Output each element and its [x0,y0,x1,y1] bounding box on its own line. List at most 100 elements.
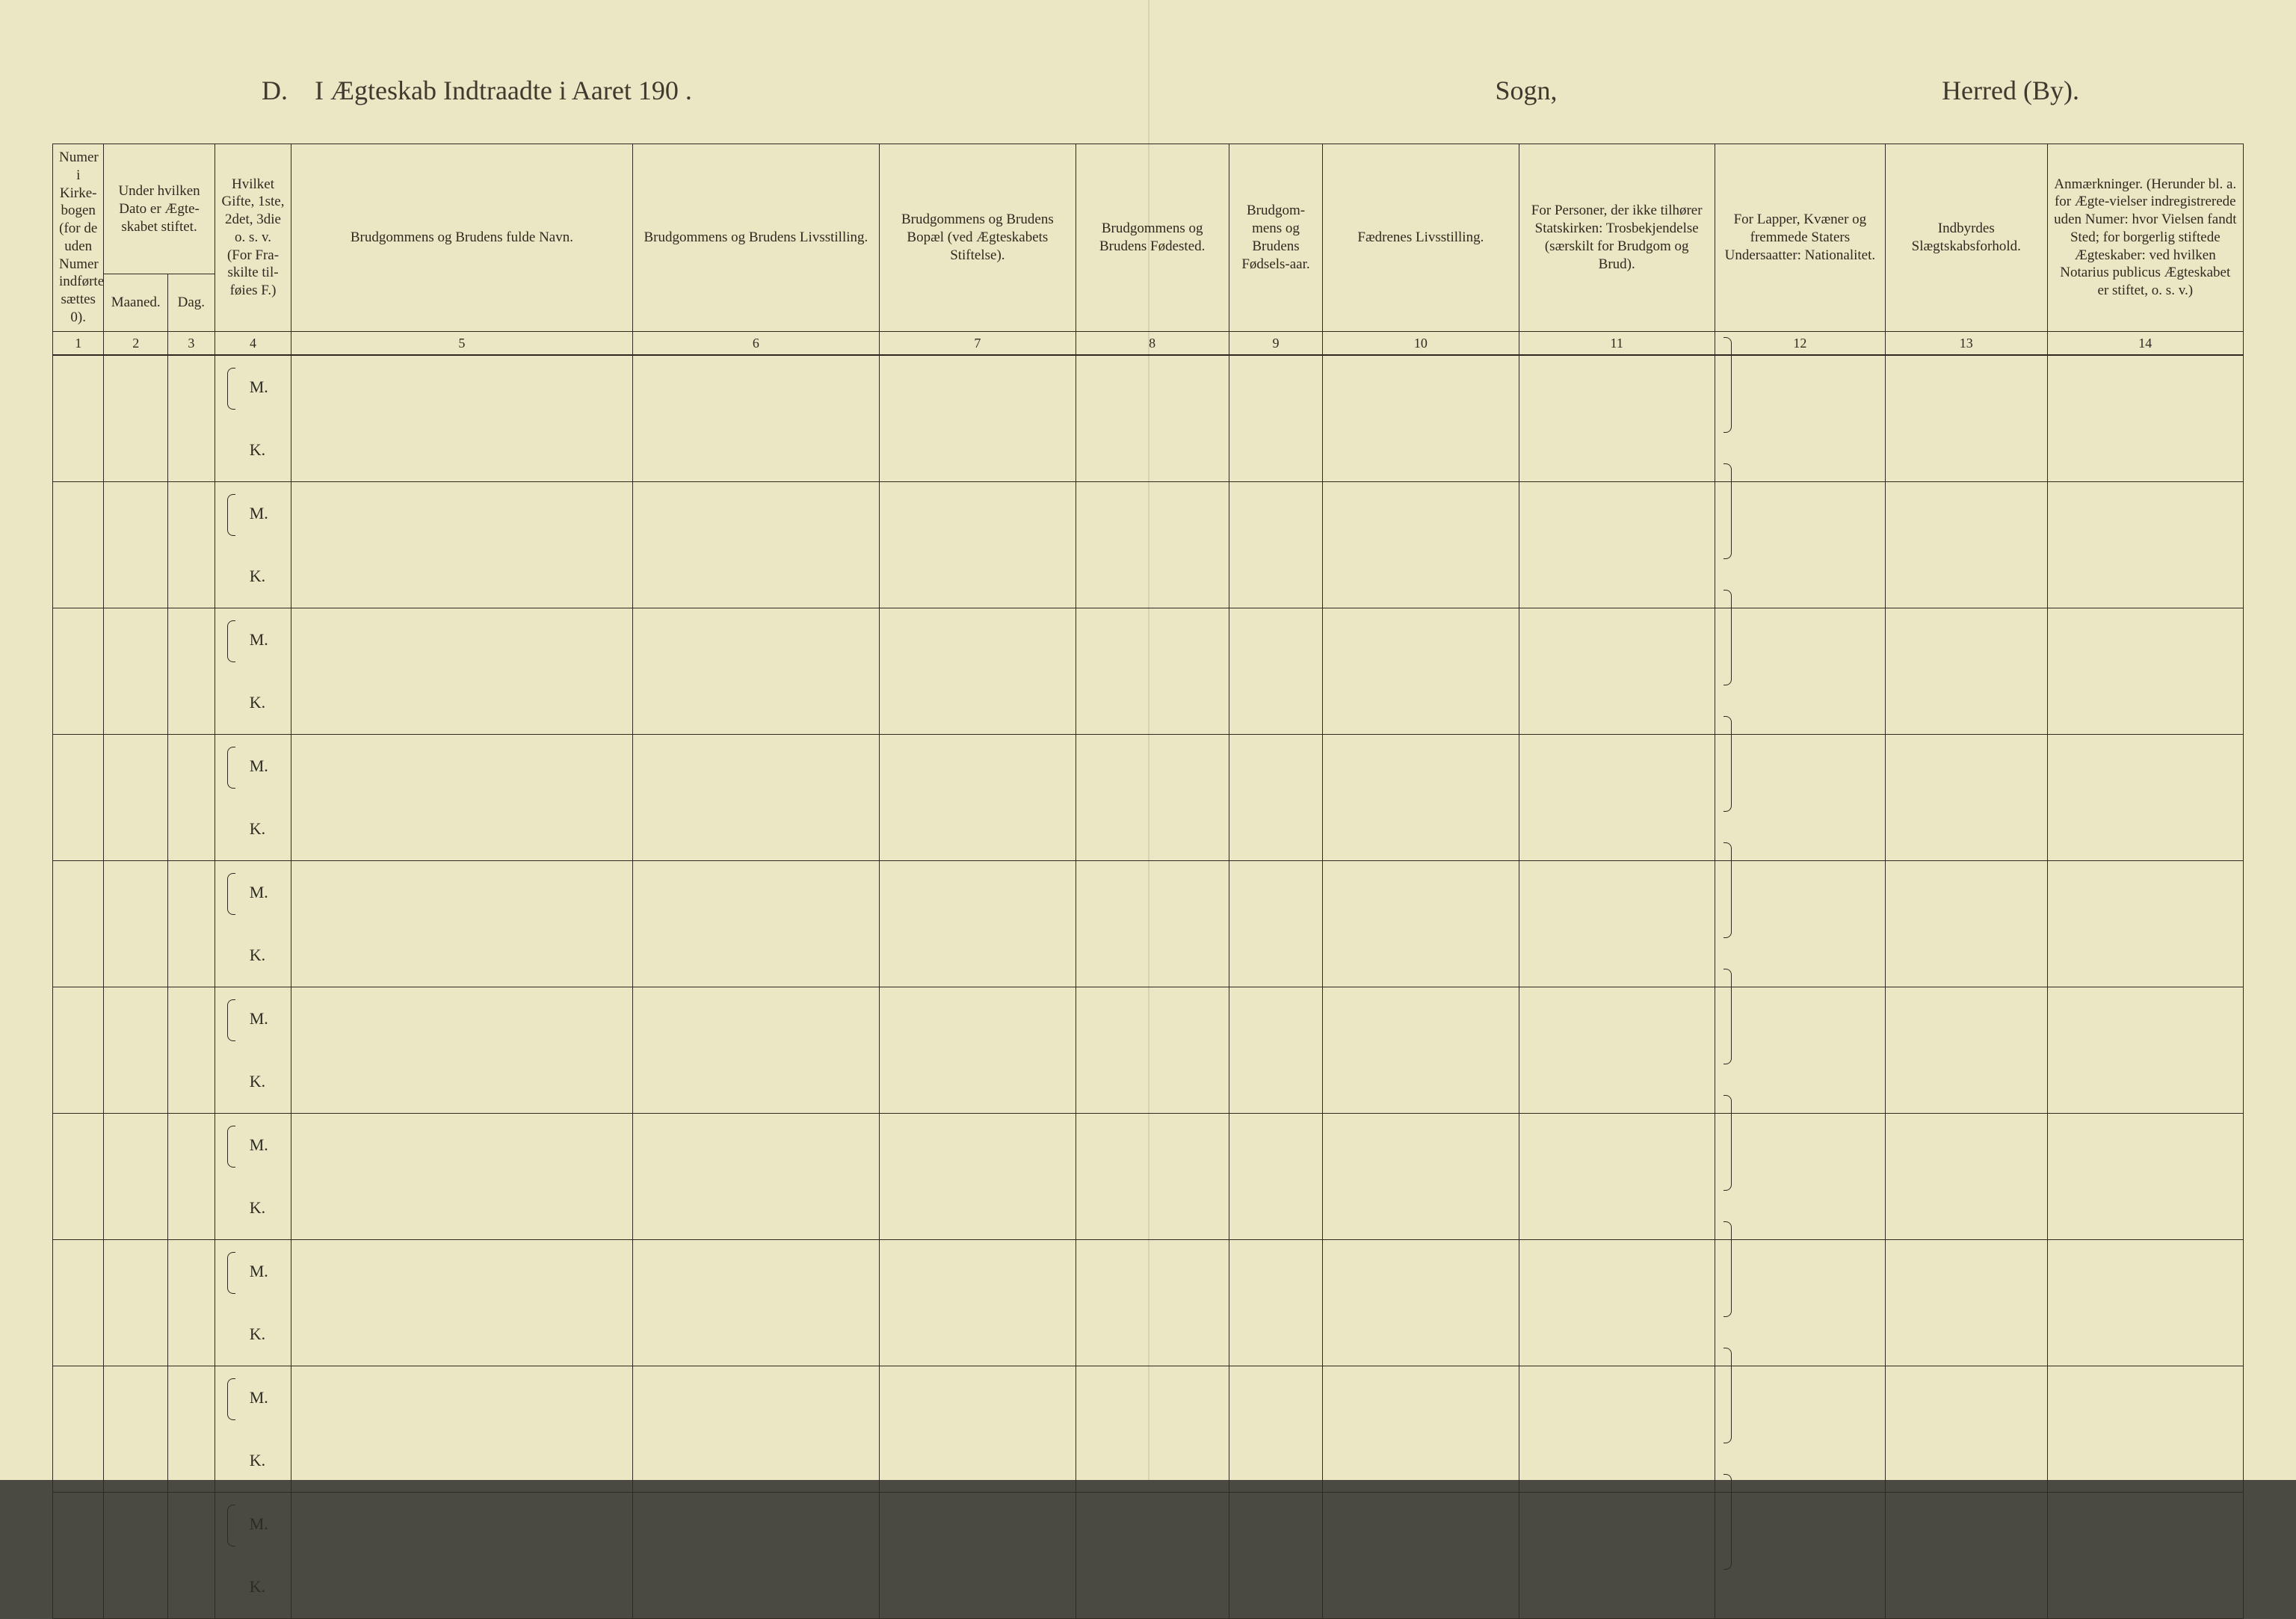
mk-cell-k: K. [215,1050,291,1114]
row-label-k: K. [250,945,265,966]
cell [632,608,880,672]
cell [1715,608,1885,672]
ledger-table: Numer i Kirke-bogen (for de uden Numer i… [52,144,2244,1619]
cell [104,355,168,482]
cell [1715,1493,1885,1556]
cell [632,1493,880,1556]
title-prefix: D. [262,75,288,105]
cell [1229,1366,1322,1430]
cell [1885,735,2047,861]
col-num-13: 13 [1885,331,2047,355]
cell [167,1114,215,1240]
cell [1229,671,1322,735]
cell [1076,608,1229,672]
cell [104,861,168,987]
mk-cell-m: M. [215,355,291,419]
row-label-m: M. [250,377,268,398]
col-header-2-3-group: Under hvilken Dato er Ægte-skabet stifte… [104,144,215,274]
cell [1076,1114,1229,1177]
cell [167,735,215,861]
cell [1323,1240,1519,1304]
cell [291,1366,632,1430]
cell [1519,545,1715,608]
cell [53,1240,104,1366]
cell [880,1366,1076,1430]
row-label-k: K. [250,818,265,839]
cell [1229,1555,1322,1619]
cell [53,735,104,861]
cell [632,1240,880,1304]
cell [1519,987,1715,1051]
cell [1323,608,1519,672]
cell [1519,1555,1715,1619]
cell [1519,1050,1715,1114]
cell [1715,735,1885,798]
cell [2047,355,2243,482]
cell [1323,861,1519,925]
cell [1323,1303,1519,1366]
cell [880,987,1076,1051]
closing-brace-icon [1726,990,1733,1043]
cell [291,608,632,672]
row-label-m: M. [250,1514,268,1535]
col-num-5: 5 [291,331,632,355]
cell [2047,987,2243,1114]
cell [1229,1303,1322,1366]
col-num-14: 14 [2047,331,2243,355]
cell [1715,419,1885,482]
cell [1885,1114,2047,1240]
row-label-k: K. [250,1324,265,1345]
cell [632,355,880,419]
row-label-m: M. [250,629,268,650]
cell [53,861,104,987]
cell [1715,1050,1885,1114]
cell [1519,1366,1715,1430]
cell [1323,545,1519,608]
cell [1229,1493,1322,1556]
cell [1519,735,1715,798]
cell [291,1555,632,1619]
col-num-11: 11 [1519,331,1715,355]
cell [2047,861,2243,987]
cell [1519,419,1715,482]
cell [1229,1240,1322,1304]
closing-brace-icon [1726,1116,1733,1170]
cell [880,1177,1076,1240]
cell [1715,1429,1885,1493]
cell [1076,1555,1229,1619]
row-label-m: M. [250,503,268,524]
col-header-2: Maaned. [104,274,168,331]
cell [1885,987,2047,1114]
cell [632,1429,880,1493]
cell [880,735,1076,798]
row-label-m: M. [250,1135,268,1156]
cell [291,545,632,608]
cell [104,1366,168,1493]
col-header-8: Brudgommens og Brudens Fødested. [1076,144,1229,332]
cell [291,735,632,798]
cell [104,1240,168,1366]
column-number-row: 1 2 3 4 5 6 7 8 9 10 11 12 13 14 [53,331,2244,355]
col-num-4: 4 [215,331,291,355]
cell [104,1493,168,1619]
cell [1715,798,1885,861]
cell [291,1114,632,1177]
cell [2047,1366,2243,1493]
mk-cell-k: K. [215,798,291,861]
cell [880,1429,1076,1493]
cell [1323,1177,1519,1240]
cell [880,355,1076,419]
cell [167,1240,215,1366]
cell [1519,1493,1715,1556]
cell [880,545,1076,608]
cell [1323,735,1519,798]
cell [1885,1366,2047,1493]
cell [632,735,880,798]
cell [1519,1303,1715,1366]
cell [1076,1177,1229,1240]
cell [1076,1303,1229,1366]
cell [1519,482,1715,546]
cell [53,987,104,1114]
mk-cell-m: M. [215,482,291,546]
cell [1715,1555,1885,1619]
